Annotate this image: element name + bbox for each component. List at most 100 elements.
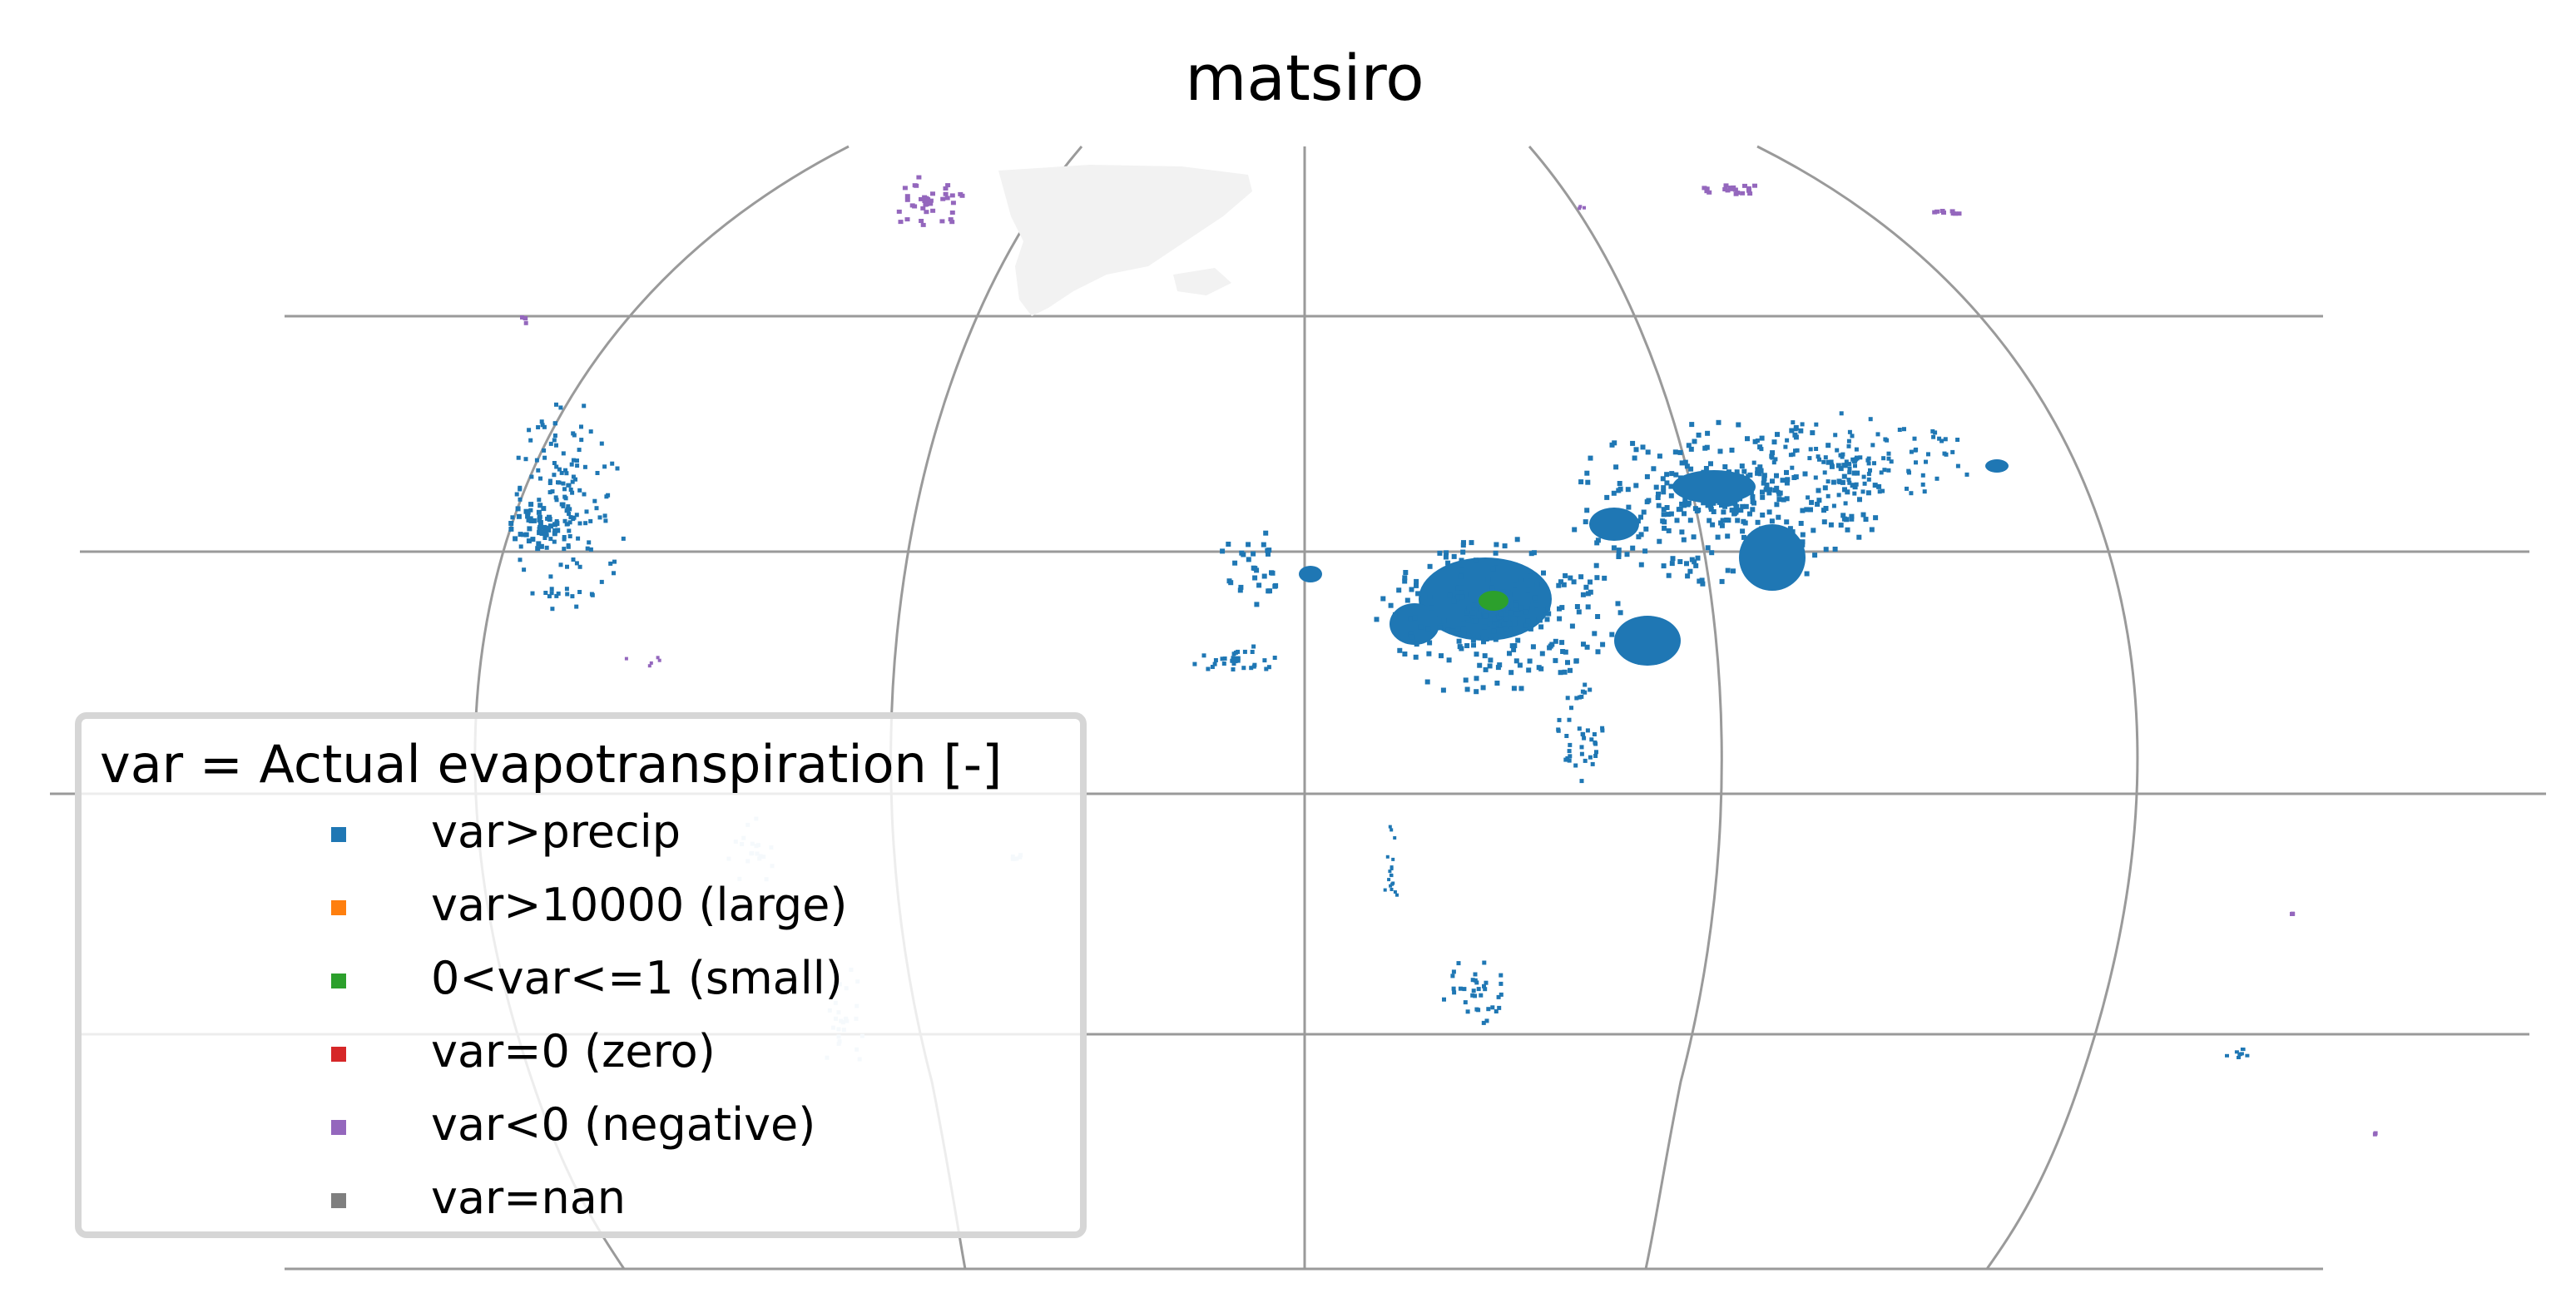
grid-cell: [1426, 651, 1432, 656]
grid-cell: [1409, 587, 1414, 592]
grid-cell: [518, 532, 523, 538]
grid-cell: [1687, 518, 1693, 523]
grid-cell: [536, 468, 541, 473]
grid-cell: [1503, 627, 1509, 632]
grid-cell: [1804, 571, 1810, 577]
grid-cell: [1546, 611, 1552, 617]
grid-cell: [1523, 609, 1528, 615]
grid-cell: [1578, 206, 1582, 211]
grid-cell: [1747, 191, 1753, 196]
grid-cell: [1457, 644, 1463, 650]
grid-cell: [1707, 190, 1712, 195]
grid-cell: [1489, 585, 1495, 591]
grid-cell: [1742, 183, 1747, 188]
grid-cell: [1835, 463, 1841, 468]
grid-cell: [588, 547, 593, 552]
grid-cell: [1388, 602, 1394, 608]
grid-cell: [1393, 836, 1397, 840]
grid-cell: [559, 470, 564, 475]
grid-cell: [1463, 592, 1469, 597]
grid-cell: [1722, 187, 1728, 191]
grid-cell: [1679, 529, 1685, 535]
grid-cell: [1655, 495, 1661, 500]
grid-cell: [1485, 577, 1491, 582]
grid-cell: [1774, 502, 1780, 508]
grid-cell: [1502, 543, 1508, 549]
grid-cell: [1505, 607, 1511, 613]
grid-cell: [1475, 635, 1481, 640]
grid-cell: [1776, 489, 1781, 494]
grid-cell: [1747, 472, 1753, 478]
grid-cell: [1585, 604, 1591, 610]
grid-cell: [1569, 623, 1575, 629]
grid-cell: [1630, 545, 1636, 551]
grid-cell: [1666, 572, 1672, 578]
grid-cell: [1664, 505, 1670, 510]
grid-cell: [1732, 187, 1738, 192]
grid-cell: [1461, 622, 1466, 627]
grid-cell: [1579, 751, 1584, 756]
grid-cell: [1814, 447, 1819, 451]
grid-cell: [1414, 582, 1419, 588]
grid-cell: [1565, 696, 1570, 701]
grid-cell: [567, 483, 572, 488]
grid-cell: [904, 217, 910, 222]
grid-cell: [1567, 749, 1572, 754]
grid-cell: [1731, 185, 1736, 190]
grid-cell: [1402, 652, 1408, 656]
grid-cell: [1702, 445, 1708, 451]
grid-cell: [1776, 497, 1782, 503]
grid-cell: [1496, 994, 1501, 999]
grid-cell: [567, 534, 572, 538]
grid-cell: [553, 421, 557, 426]
grid-cell: [1746, 188, 1751, 193]
grid-cell: [520, 315, 524, 320]
grid-cell: [1470, 637, 1476, 643]
grid-cell: [1804, 507, 1810, 513]
grid-cell: [928, 198, 934, 203]
grid-cell: [1673, 472, 1679, 478]
grid-cell: [564, 471, 569, 476]
grid-cell: [1886, 456, 1891, 461]
grid-cell: [1682, 497, 1688, 503]
grid-cell: [567, 512, 572, 516]
grid-cell: [1784, 480, 1790, 486]
grid-cell: [1616, 488, 1622, 493]
grid-cell: [1464, 686, 1470, 692]
grid-cell: [562, 494, 567, 499]
grid-cell: [945, 183, 951, 188]
grid-cell: [1668, 483, 1674, 489]
grid-cell: [1493, 550, 1499, 556]
grid-cell: [1964, 472, 1969, 477]
grid-cell: [1537, 617, 1543, 623]
grid-cell: [1470, 626, 1475, 631]
grid-cell: [1590, 761, 1595, 766]
grid-cell: [2290, 912, 2294, 916]
grid-cell: [564, 587, 569, 592]
grid-cell: [1474, 689, 1479, 695]
grid-cell: [1668, 493, 1674, 498]
grid-cell: [1666, 528, 1672, 533]
grid-cell: [1831, 503, 1836, 508]
grid-cell: [1583, 584, 1589, 590]
grid-cell: [1568, 667, 1573, 673]
grid-cell: [1653, 484, 1659, 490]
grid-cell: [1809, 499, 1815, 505]
grid-cell: [2238, 1052, 2243, 1056]
grid-cell: [1611, 545, 1617, 551]
grid-cell: [610, 461, 615, 466]
grid-cell: [1783, 444, 1788, 449]
grid-cell: [1553, 657, 1558, 663]
grid-cell: [1392, 612, 1398, 617]
grid-cell: [1231, 661, 1236, 666]
grid-cell: [1849, 516, 1855, 522]
grid-cell: [1616, 547, 1622, 553]
grid-cell: [528, 502, 534, 508]
grid-cell: [1808, 507, 1813, 513]
grid-cell: [542, 536, 547, 540]
grid-cell: [1853, 457, 1858, 462]
grid-cell: [1823, 506, 1829, 511]
grid-cell: [1471, 988, 1476, 993]
grid-cell: [1425, 626, 1431, 632]
grid-cell: [1764, 482, 1770, 488]
